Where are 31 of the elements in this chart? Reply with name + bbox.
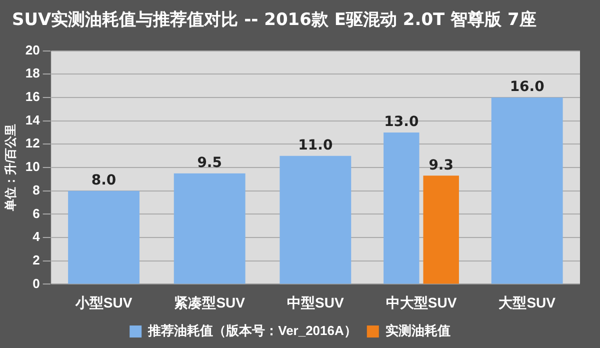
data-label: 16.0 (510, 79, 545, 96)
data-label: 8.0 (91, 172, 116, 188)
data-label: 11.0 (298, 137, 333, 154)
chart-title: SUV实测油耗值与推荐值对比 -- 2016款 E驱混动 2.0T 智尊版 7座 (11, 9, 538, 32)
x-tick-label: 大型SUV (498, 294, 556, 310)
data-label: 9.3 (428, 157, 454, 174)
x-tick-label: 中大型SUV (386, 294, 458, 310)
legend-label: 实测油耗值 (385, 323, 450, 338)
bar (174, 173, 246, 284)
x-tick-label: 紧凑型SUV (174, 294, 246, 310)
y-tick-label: 8 (32, 182, 40, 198)
y-tick-label: 14 (25, 112, 41, 128)
x-tick-label: 中型SUV (287, 294, 344, 310)
data-label: 13.0 (384, 114, 419, 130)
y-tick-label: 16 (25, 89, 40, 104)
data-label: 9.5 (197, 154, 222, 171)
bar (280, 156, 352, 284)
legend-label: 推荐油耗值（版本号：Ver_2016A） (147, 323, 357, 338)
bar (423, 176, 459, 284)
y-tick-label: 2 (32, 252, 40, 268)
x-tick-label: 小型SUV (74, 294, 133, 310)
y-tick-label: 4 (32, 229, 41, 244)
y-tick-label: 6 (32, 206, 40, 221)
bar (68, 190, 140, 284)
y-tick-label: 0 (32, 276, 40, 291)
y-axis-title: 单位：升/百公里 (4, 124, 18, 212)
y-tick-label: 10 (25, 159, 40, 174)
y-tick-label: 18 (25, 66, 40, 81)
bar (491, 97, 563, 284)
y-tick-label: 20 (25, 42, 40, 58)
y-tick-label: 12 (25, 136, 40, 151)
